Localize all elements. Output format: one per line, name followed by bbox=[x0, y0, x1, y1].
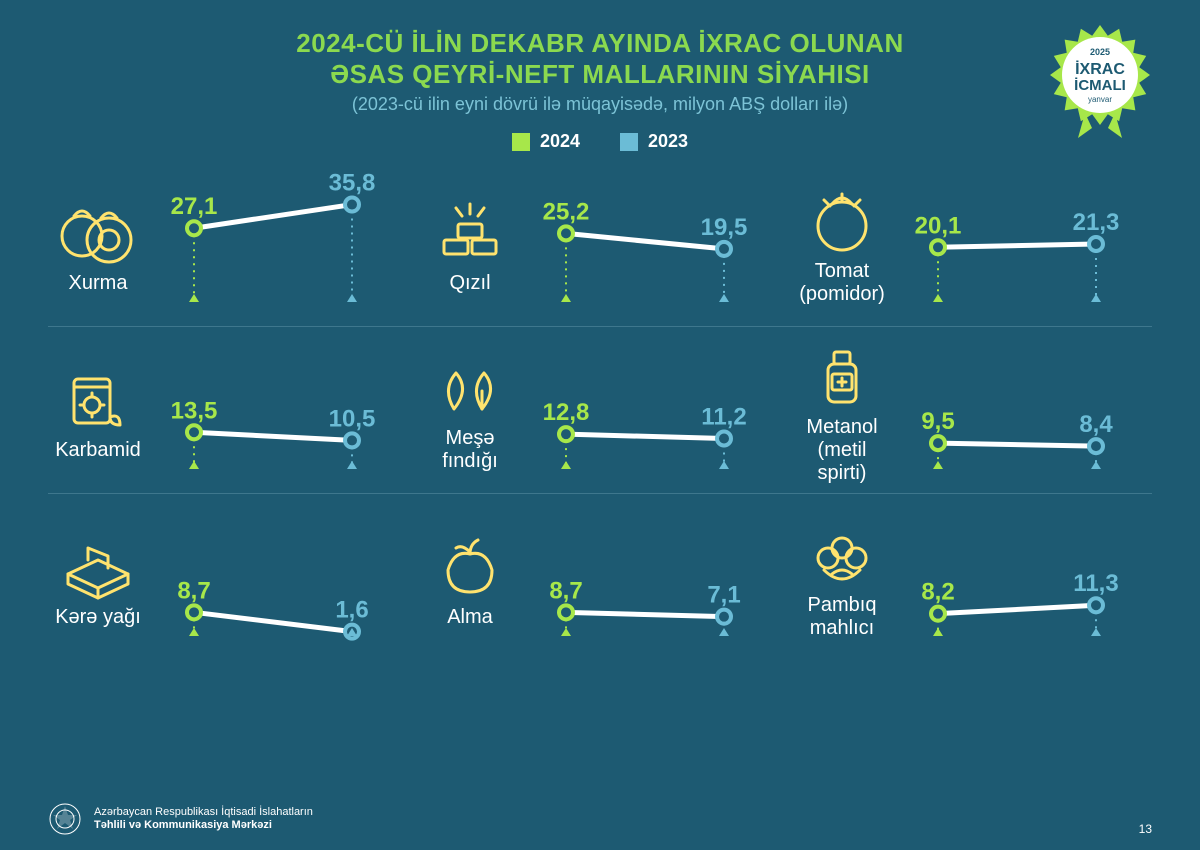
item-label: Tomat(pomidor) bbox=[792, 260, 892, 306]
mini-chart: 8,7 1,6 bbox=[158, 504, 388, 654]
seal-icon: 2025 İXRACİCMALIyanvar bbox=[1040, 20, 1160, 140]
mini-chart: 25,2 19,5 bbox=[530, 170, 760, 320]
tile: Kərə yağı 8,7 1,6 bbox=[48, 504, 408, 654]
svg-text:7,1: 7,1 bbox=[707, 582, 740, 609]
mini-chart: 13,5 10,5 bbox=[158, 337, 388, 487]
mini-chart: 12,8 11,2 bbox=[530, 337, 760, 487]
mini-chart: 8,7 7,1 bbox=[530, 504, 760, 654]
item-icon-persimmon: Xurma bbox=[48, 196, 148, 295]
footer-line-1: Azərbaycan Respublikası İqtisadi İslahat… bbox=[94, 806, 313, 819]
legend: 2024 2023 bbox=[48, 131, 1152, 152]
tile: Alma 8,7 7,1 bbox=[420, 504, 780, 654]
tile: Xurma 27,1 35,8 bbox=[48, 170, 408, 320]
legend-2023-label: 2023 bbox=[648, 131, 688, 152]
tile: Qızıl 25,2 19,5 bbox=[420, 170, 780, 320]
title-block: 2024-CÜ İLİN DEKABR AYINDA İXRAC OLUNAN … bbox=[48, 28, 1152, 115]
svg-text:8,2: 8,2 bbox=[921, 579, 954, 606]
item-label: Alma bbox=[420, 606, 520, 629]
svg-text:İCMALI: İCMALI bbox=[1074, 77, 1126, 94]
row: Kərə yağı8,71,6Alma8,77,1Pambıqmahlıcı8,… bbox=[48, 494, 1152, 660]
item-icon-butter: Kərə yağı bbox=[48, 530, 148, 629]
svg-text:19,5: 19,5 bbox=[701, 214, 748, 241]
mini-chart: 20,1 21,3 bbox=[902, 170, 1132, 320]
tile: Tomat(pomidor) 20,1 21,3 bbox=[792, 170, 1152, 320]
svg-text:8,7: 8,7 bbox=[177, 577, 210, 604]
subtitle: (2023-cü ilin eyni dövrü ilə müqayisədə,… bbox=[48, 94, 1152, 115]
svg-text:25,2: 25,2 bbox=[543, 198, 590, 225]
svg-text:10,5: 10,5 bbox=[329, 405, 376, 432]
svg-text:8,4: 8,4 bbox=[1079, 411, 1113, 438]
svg-text:35,8: 35,8 bbox=[329, 170, 376, 197]
item-label: Meşəfındığı bbox=[420, 427, 520, 473]
item-label: Karbamid bbox=[48, 439, 148, 462]
svg-text:21,3: 21,3 bbox=[1073, 209, 1120, 236]
tile: Metanol(metil spirti) 9,5 8,4 bbox=[792, 337, 1152, 487]
logo-icon bbox=[48, 802, 82, 836]
row-divider bbox=[48, 493, 1152, 494]
svg-text:8,7: 8,7 bbox=[549, 577, 582, 604]
page-number: 13 bbox=[1139, 822, 1152, 836]
legend-2023: 2023 bbox=[620, 131, 688, 152]
title-line-1: 2024-CÜ İLİN DEKABR AYINDA İXRAC OLUNAN bbox=[48, 28, 1152, 59]
item-icon-apple: Alma bbox=[420, 530, 520, 629]
item-label: Pambıqmahlıcı bbox=[792, 594, 892, 640]
swatch-2023 bbox=[620, 133, 638, 151]
page: 2024-CÜ İLİN DEKABR AYINDA İXRAC OLUNAN … bbox=[0, 0, 1200, 850]
mini-chart: 27,1 35,8 bbox=[158, 170, 388, 320]
row: Xurma 27,1 35,8 Qızıl 25,2 19,5 Tomat(pomidor)… bbox=[48, 160, 1152, 326]
svg-text:9,5: 9,5 bbox=[921, 408, 954, 435]
legend-2024: 2024 bbox=[512, 131, 580, 152]
tile: Pambıqmahlıcı 8,2 11,3 bbox=[792, 504, 1152, 654]
item-label: Xurma bbox=[48, 272, 148, 295]
item-icon-hazelnut: Meşəfındığı bbox=[420, 351, 520, 473]
row-divider bbox=[48, 326, 1152, 327]
item-icon-cotton: Pambıqmahlıcı bbox=[792, 518, 892, 640]
footer: Azərbaycan Respublikası İqtisadi İslahat… bbox=[48, 802, 313, 836]
item-icon-tomato: Tomat(pomidor) bbox=[792, 184, 892, 306]
item-label: Metanol(metil spirti) bbox=[792, 416, 892, 485]
mini-chart: 8,2 11,3 bbox=[902, 504, 1132, 654]
svg-text:İXRAC: İXRAC bbox=[1075, 60, 1125, 78]
svg-text:2025: 2025 bbox=[1090, 47, 1110, 57]
svg-text:27,1: 27,1 bbox=[171, 193, 218, 220]
mini-chart: 9,5 8,4 bbox=[902, 337, 1132, 487]
footer-line-2: Təhlili və Kommunikasiya Mərkəzi bbox=[94, 819, 313, 832]
svg-text:20,1: 20,1 bbox=[915, 212, 962, 239]
item-icon-fertilizer: Karbamid bbox=[48, 363, 148, 462]
item-label: Qızıl bbox=[420, 272, 520, 295]
item-icon-bottle: Metanol(metil spirti) bbox=[792, 340, 892, 485]
badge-seal: 2025 İXRACİCMALIyanvar bbox=[1040, 20, 1160, 140]
legend-2024-label: 2024 bbox=[540, 131, 580, 152]
swatch-2024 bbox=[512, 133, 530, 151]
grid: Xurma 27,1 35,8 Qızıl 25,2 19,5 Tomat(pomidor)… bbox=[48, 160, 1152, 660]
svg-text:13,5: 13,5 bbox=[171, 397, 218, 424]
title-line-2: ƏSAS QEYRİ-NEFT MALLARININ SİYAHISI bbox=[48, 59, 1152, 90]
svg-text:1,6: 1,6 bbox=[335, 597, 368, 624]
footer-text: Azərbaycan Respublikası İqtisadi İslahat… bbox=[94, 806, 313, 832]
svg-text:11,3: 11,3 bbox=[1073, 570, 1118, 597]
svg-text:yanvar: yanvar bbox=[1088, 95, 1112, 104]
row: Karbamid 13,5 10,5 Meşəfındığı 12,8 11,2 Metan… bbox=[48, 327, 1152, 493]
item-icon-gold: Qızıl bbox=[420, 196, 520, 295]
tile: Karbamid 13,5 10,5 bbox=[48, 337, 408, 487]
svg-text:11,2: 11,2 bbox=[701, 404, 746, 431]
item-label: Kərə yağı bbox=[48, 606, 148, 629]
tile: Meşəfındığı 12,8 11,2 bbox=[420, 337, 780, 487]
svg-text:12,8: 12,8 bbox=[543, 399, 590, 426]
